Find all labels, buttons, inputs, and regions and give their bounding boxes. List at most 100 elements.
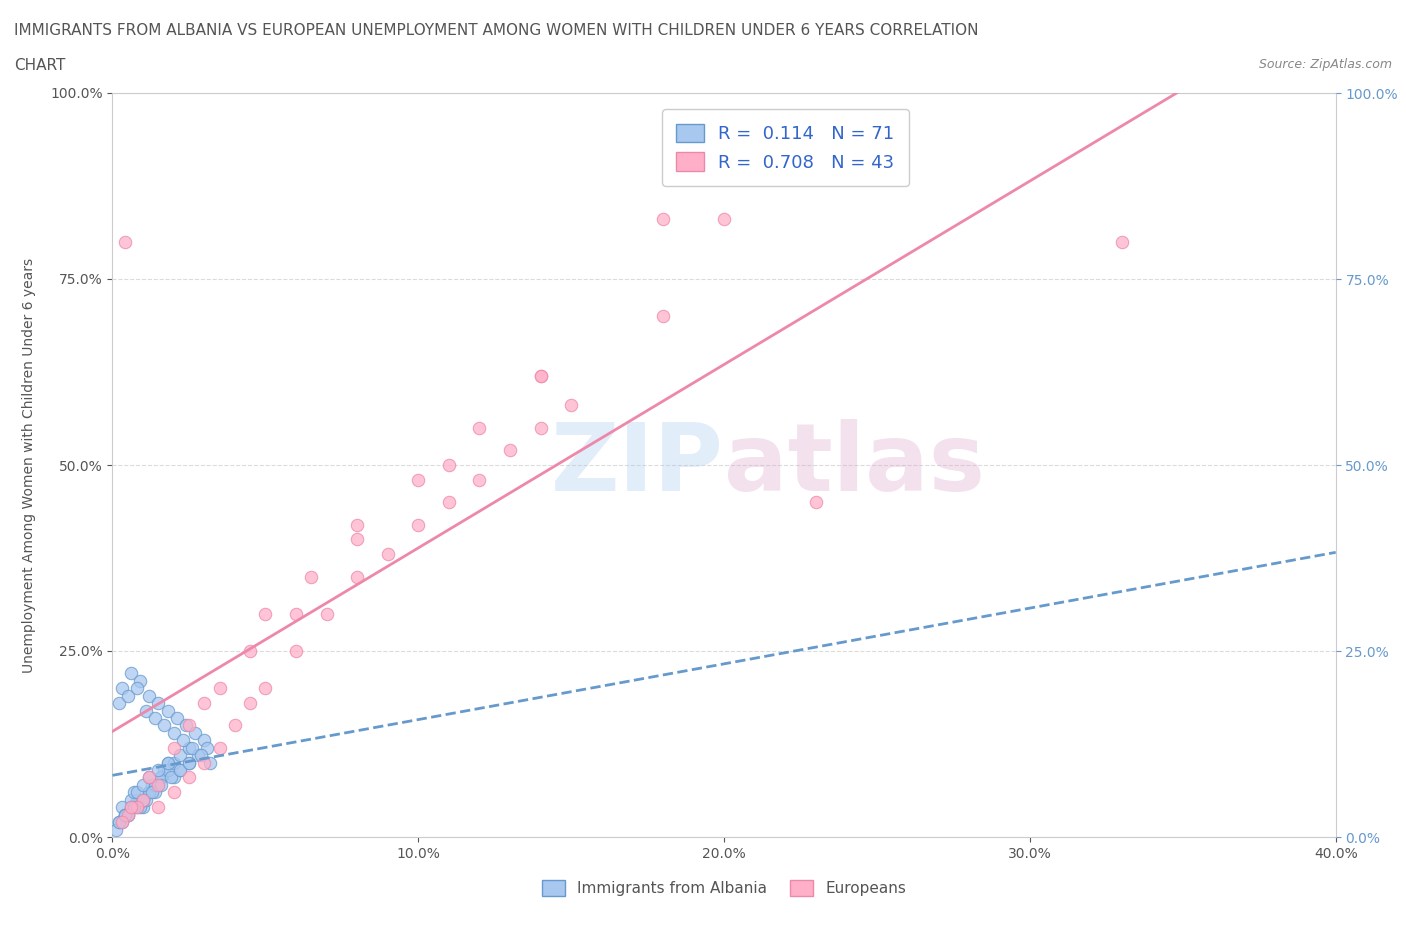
Point <box>169 763 191 777</box>
Point <box>117 807 139 822</box>
Point <box>193 696 215 711</box>
Point <box>117 807 139 822</box>
Point <box>150 770 173 785</box>
Point <box>499 443 522 458</box>
Point <box>172 733 194 748</box>
Point <box>169 748 191 763</box>
Point <box>148 777 170 792</box>
Point <box>315 606 337 621</box>
Point <box>150 777 173 792</box>
Point <box>159 770 181 785</box>
Point <box>163 740 186 755</box>
Point <box>184 725 207 740</box>
Point <box>107 696 129 711</box>
Point <box>408 517 430 532</box>
Point <box>1111 234 1133 249</box>
Point <box>111 815 134 830</box>
Point <box>560 398 582 413</box>
Point <box>408 472 430 487</box>
Point <box>107 815 129 830</box>
Text: IMMIGRANTS FROM ALBANIA VS EUROPEAN UNEMPLOYMENT AMONG WOMEN WITH CHILDREN UNDER: IMMIGRANTS FROM ALBANIA VS EUROPEAN UNEM… <box>14 23 979 38</box>
Point <box>143 711 166 725</box>
Point <box>200 755 222 770</box>
Point <box>530 420 553 435</box>
Point <box>122 785 145 800</box>
Point <box>138 770 160 785</box>
Point <box>104 822 127 837</box>
Point <box>299 569 322 584</box>
Point <box>652 212 675 227</box>
Point <box>156 755 179 770</box>
Point <box>120 792 142 807</box>
Text: ZIP: ZIP <box>551 419 724 511</box>
Point <box>117 807 139 822</box>
Point <box>190 748 212 763</box>
Point <box>150 770 173 785</box>
Point <box>148 696 170 711</box>
Point <box>129 800 152 815</box>
Point <box>135 792 157 807</box>
Text: Source: ZipAtlas.com: Source: ZipAtlas.com <box>1258 58 1392 71</box>
Point <box>156 755 179 770</box>
Point <box>132 800 155 815</box>
Point <box>135 703 157 718</box>
Point <box>132 792 155 807</box>
Point <box>163 755 186 770</box>
Point <box>208 740 231 755</box>
Point <box>138 770 160 785</box>
Point <box>181 740 204 755</box>
Point <box>254 681 277 696</box>
Point <box>132 792 155 807</box>
Point <box>239 696 262 711</box>
Point <box>284 644 308 658</box>
Point <box>437 495 460 510</box>
Point <box>132 777 155 792</box>
Point <box>224 718 246 733</box>
Point <box>174 718 197 733</box>
Point <box>163 725 186 740</box>
Point <box>156 763 179 777</box>
Point <box>177 770 200 785</box>
Point <box>111 800 134 815</box>
Point <box>177 755 200 770</box>
Point <box>125 800 148 815</box>
Point <box>156 703 179 718</box>
Point <box>346 517 368 532</box>
Point <box>143 785 166 800</box>
Point <box>125 785 148 800</box>
Point <box>138 785 160 800</box>
Point <box>169 763 191 777</box>
Point <box>187 748 209 763</box>
Point <box>125 800 148 815</box>
Point <box>132 792 155 807</box>
Legend: Immigrants from Albania, Europeans: Immigrants from Albania, Europeans <box>534 872 914 904</box>
Point <box>138 688 160 703</box>
Point <box>804 495 827 510</box>
Point <box>125 792 148 807</box>
Point <box>125 681 148 696</box>
Text: atlas: atlas <box>724 419 986 511</box>
Point <box>437 458 460 472</box>
Point <box>530 368 553 383</box>
Point <box>163 770 186 785</box>
Point <box>346 569 368 584</box>
Point <box>346 532 368 547</box>
Point <box>111 815 134 830</box>
Point <box>117 688 139 703</box>
Point <box>377 547 399 562</box>
Point <box>193 755 215 770</box>
Point <box>148 777 170 792</box>
Point <box>120 666 142 681</box>
Y-axis label: Unemployment Among Women with Children Under 6 years: Unemployment Among Women with Children U… <box>22 258 37 672</box>
Point <box>195 740 218 755</box>
Point <box>652 309 675 324</box>
Point <box>141 777 163 792</box>
Point <box>468 472 491 487</box>
Point <box>114 807 136 822</box>
Point <box>143 777 166 792</box>
Point <box>148 763 170 777</box>
Point <box>153 763 176 777</box>
Point <box>284 606 308 621</box>
Point <box>153 718 176 733</box>
Point <box>208 681 231 696</box>
